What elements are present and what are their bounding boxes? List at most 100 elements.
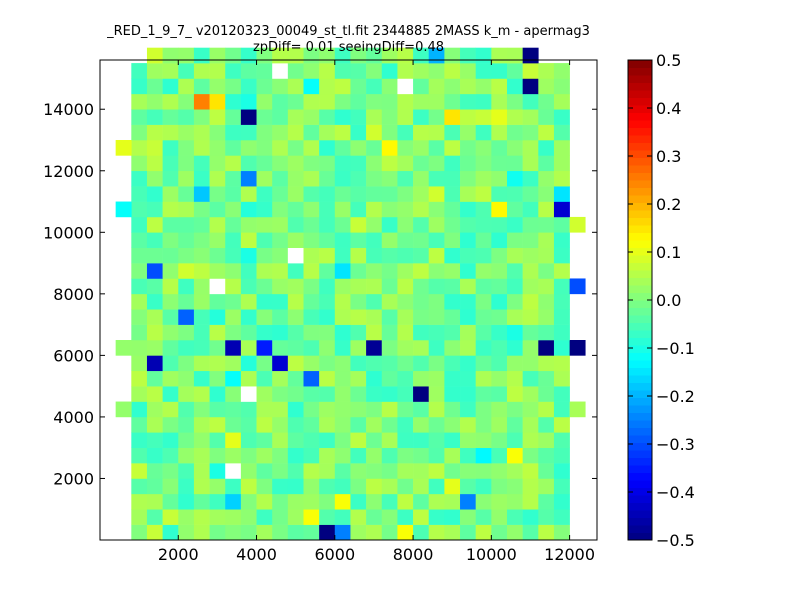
heatmap-cell	[287, 416, 304, 433]
heatmap-cell	[428, 78, 445, 95]
heatmap-cell	[475, 155, 492, 172]
heatmap-cell	[460, 78, 476, 95]
heatmap-cell	[491, 324, 508, 341]
heatmap-cell	[428, 47, 445, 64]
heatmap-cell	[240, 140, 257, 156]
heatmap-cell	[209, 401, 226, 418]
heatmap-cell	[115, 340, 132, 356]
heatmap-cell	[162, 370, 179, 387]
heatmap-cell	[491, 216, 508, 233]
heatmap-cell	[381, 186, 398, 202]
heatmap-cell	[475, 124, 492, 141]
heatmap-cell	[491, 524, 508, 541]
heatmap-cell	[397, 293, 414, 310]
x-tick-label: 10000	[466, 545, 517, 564]
heatmap-cell	[428, 278, 445, 295]
heatmap-cell	[287, 232, 304, 248]
heatmap-cell	[287, 509, 304, 525]
heatmap-cell	[334, 186, 351, 202]
heatmap-cell	[334, 370, 351, 387]
heatmap-cell	[444, 478, 461, 495]
heatmap-cell	[413, 278, 430, 295]
heatmap-cell	[538, 340, 555, 356]
heatmap-cell	[193, 463, 210, 479]
heatmap-cell	[522, 47, 539, 64]
heatmap-cell	[413, 109, 430, 125]
heatmap-cell	[178, 478, 195, 495]
heatmap-cell	[460, 416, 476, 433]
heatmap-cell	[350, 386, 367, 402]
heatmap-cell	[506, 386, 523, 402]
heatmap-cell	[319, 186, 336, 202]
heatmap-cell	[287, 355, 304, 372]
heatmap-cell	[381, 478, 398, 495]
heatmap-cell	[303, 201, 320, 218]
heatmap-cell	[538, 463, 555, 479]
heatmap-cell	[319, 124, 336, 141]
heatmap-cell	[381, 155, 398, 172]
heatmap-cell	[287, 370, 304, 387]
colorbar-segment	[628, 360, 652, 368]
heatmap-cell	[146, 78, 163, 95]
heatmap-cell	[397, 186, 414, 202]
heatmap-cell	[350, 263, 367, 279]
heatmap-cell	[475, 416, 492, 433]
heatmap-cell	[491, 124, 508, 141]
heatmap-cell	[553, 216, 570, 233]
heatmap-cell	[413, 493, 430, 510]
heatmap-cell	[428, 63, 445, 79]
heatmap-cell	[538, 216, 555, 233]
colorbar-segment	[628, 405, 652, 413]
heatmap-cell	[131, 216, 148, 233]
heatmap-cell	[287, 263, 304, 279]
heatmap-cell	[553, 493, 570, 510]
heatmap-cell	[397, 493, 414, 510]
heatmap-cell	[162, 109, 179, 125]
heatmap-cell	[272, 63, 289, 79]
heatmap-cell	[131, 232, 148, 248]
colorbar-segment	[628, 292, 652, 301]
heatmap-cell	[272, 263, 289, 279]
heatmap-cell	[506, 509, 523, 525]
colorbar-segment	[628, 375, 652, 383]
heatmap-cell	[413, 124, 430, 141]
colorbar-segment	[628, 367, 652, 376]
heatmap-cell	[444, 47, 461, 64]
colorbar-tick-label: −0.3	[656, 435, 695, 454]
heatmap-cell	[475, 140, 492, 156]
heatmap-cell	[444, 109, 461, 125]
heatmap-cell	[506, 447, 523, 464]
heatmap-cell	[444, 247, 461, 264]
heatmap-cell	[460, 201, 476, 218]
heatmap-cell	[303, 447, 320, 464]
heatmap-cell	[491, 155, 508, 172]
heatmap-cell	[162, 478, 179, 495]
heatmap-cell	[225, 309, 242, 325]
heatmap-cell	[225, 93, 242, 110]
heatmap-cell	[366, 63, 383, 79]
heatmap-cell	[272, 93, 289, 110]
heatmap-cell	[240, 309, 257, 325]
heatmap-cell	[287, 216, 304, 233]
heatmap-cell	[366, 370, 383, 387]
heatmap-cell	[240, 463, 257, 479]
heatmap-cell	[553, 155, 570, 172]
heatmap-cell	[178, 340, 195, 356]
heatmap-cell	[131, 201, 148, 218]
heatmap-cell	[428, 524, 445, 541]
heatmap-cell	[444, 493, 461, 510]
heatmap-cell	[506, 201, 523, 218]
heatmap-cell	[460, 324, 476, 341]
heatmap-cell	[491, 170, 508, 187]
heatmap-cell	[553, 478, 570, 495]
heatmap-cell	[428, 463, 445, 479]
heatmap-cell	[491, 463, 508, 479]
heatmap-cell	[366, 232, 383, 248]
colorbar-segment	[628, 397, 652, 406]
heatmap-cell	[460, 370, 476, 387]
heatmap-cell	[272, 216, 289, 233]
heatmap-cell	[475, 340, 492, 356]
heatmap-cell	[366, 155, 383, 172]
heatmap-cell	[444, 401, 461, 418]
heatmap-cell	[506, 432, 523, 448]
